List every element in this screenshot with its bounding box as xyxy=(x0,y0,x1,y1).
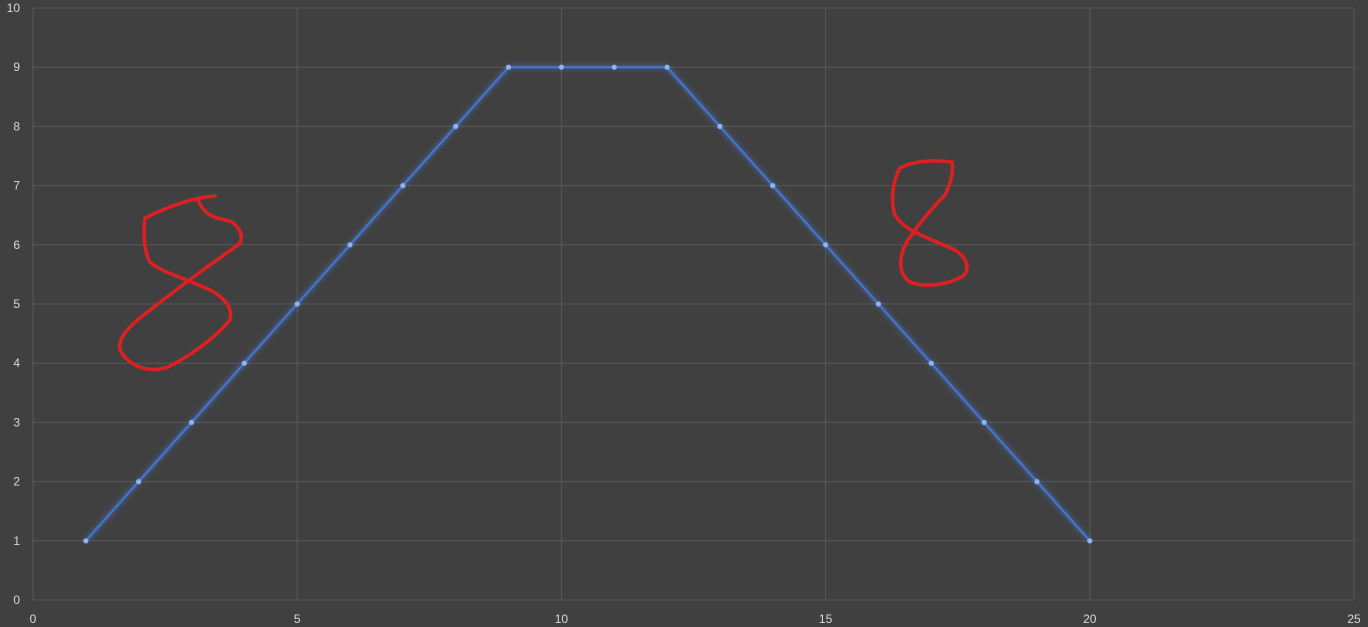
y-tick-label: 9 xyxy=(13,60,20,74)
x-tick-label: 25 xyxy=(1347,612,1361,626)
x-tick-label: 10 xyxy=(555,612,569,626)
handwritten-annotations xyxy=(117,159,969,372)
y-tick-label: 8 xyxy=(13,119,20,133)
y-tick-label: 0 xyxy=(13,593,20,607)
data-point xyxy=(294,301,300,307)
data-point xyxy=(1034,479,1040,485)
data-point xyxy=(717,123,723,129)
y-tick-label: 5 xyxy=(13,297,20,311)
handwritten-8 xyxy=(890,159,969,287)
data-point xyxy=(505,64,512,70)
x-tick-label: 15 xyxy=(819,612,833,626)
data-point xyxy=(188,419,195,425)
data-point xyxy=(981,419,987,425)
data-point xyxy=(611,64,617,70)
data-point xyxy=(347,242,353,248)
x-tick-label: 5 xyxy=(294,612,301,626)
y-tick-label: 3 xyxy=(13,415,20,429)
y-tick-label: 6 xyxy=(13,238,20,252)
y-tick-label: 4 xyxy=(13,356,20,370)
handwritten-8 xyxy=(117,194,244,372)
data-point xyxy=(83,538,89,544)
y-tick-label: 7 xyxy=(13,179,20,193)
data-point xyxy=(241,360,247,366)
data-series xyxy=(83,64,1093,544)
series-line xyxy=(84,65,1092,542)
tick-labels: 0 1 2 3 4 5 6 7 8 9 10 0 5 10 15 20 25 xyxy=(7,1,1361,626)
x-tick-label: 0 xyxy=(30,612,37,626)
data-point xyxy=(770,183,776,189)
y-tick-label: 1 xyxy=(13,534,20,548)
y-tick-label: 10 xyxy=(7,1,21,15)
data-point xyxy=(823,242,829,248)
data-point xyxy=(928,360,934,366)
data-point xyxy=(136,479,142,485)
data-point xyxy=(664,64,670,70)
data-point xyxy=(1087,538,1093,544)
data-point xyxy=(875,301,882,307)
data-point xyxy=(400,183,406,189)
data-point xyxy=(453,123,459,129)
x-tick-label: 20 xyxy=(1083,612,1097,626)
y-tick-label: 2 xyxy=(13,475,20,489)
data-point xyxy=(558,64,565,70)
